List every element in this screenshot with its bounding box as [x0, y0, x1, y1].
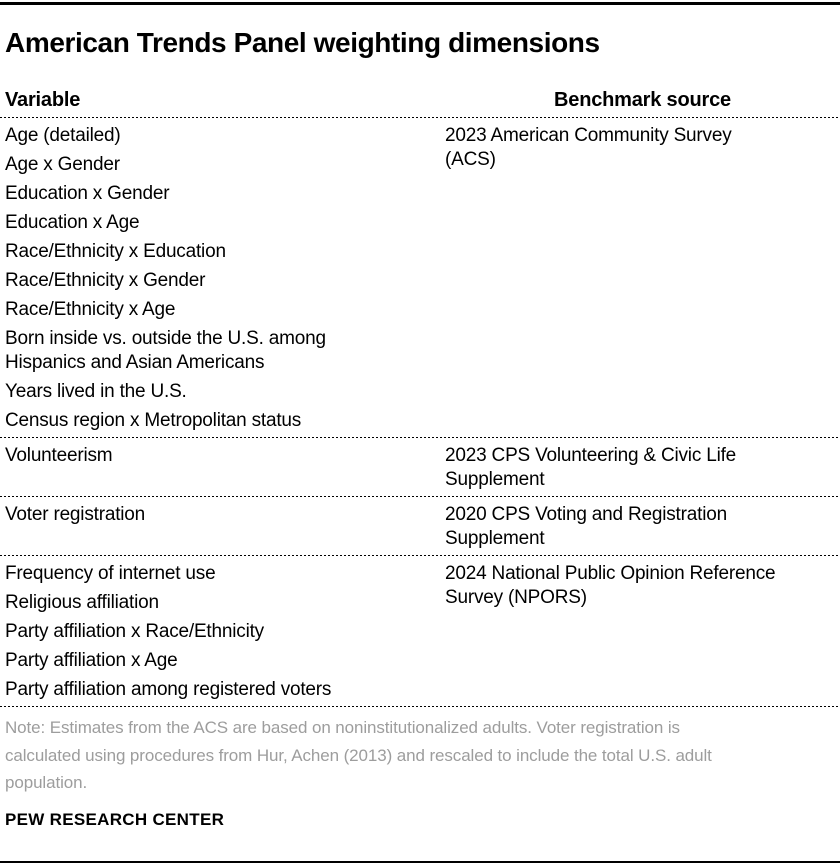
- table-body: Age (detailed) Age x Gender Education x Ge…: [0, 118, 840, 707]
- benchmark-source-cell: 2020 CPS Voting and Registration Supplem…: [445, 504, 727, 549]
- column-header-benchmark-source: Benchmark source: [554, 89, 731, 111]
- variable-row: Party affiliation x Race/Ethnicity: [5, 621, 264, 642]
- variables-cell: Voter registration: [5, 503, 445, 551]
- top-rule: [0, 2, 840, 5]
- variable-row: Census region x Metropolitan status: [5, 410, 302, 431]
- variable-row: Age (detailed): [5, 125, 121, 146]
- variable-row: Years lived in the U.S.: [5, 381, 187, 402]
- page-title: American Trends Panel weighting dimensio…: [5, 27, 600, 58]
- column-header-variable: Variable: [5, 89, 81, 111]
- variable-row: Volunteerism: [5, 445, 113, 466]
- variables-cell: Volunteerism: [5, 444, 445, 492]
- variable-row: Party affiliation x Age: [5, 650, 178, 671]
- bottom-rule: [0, 860, 840, 863]
- variable-row: Race/Ethnicity x Gender: [5, 270, 206, 291]
- variable-row: Born inside vs. outside the U.S. among H…: [5, 328, 326, 373]
- table-section: Volunteerism 2023 CPS Volunteering & Civ…: [0, 438, 840, 496]
- variable-row: Education x Age: [5, 212, 140, 233]
- variables-cell: Frequency of internet use Religious affil…: [5, 562, 445, 702]
- table-section: Age (detailed) Age x Gender Education x Ge…: [0, 118, 840, 437]
- section-divider: [0, 555, 840, 556]
- section-divider: [0, 437, 840, 438]
- variables-cell: Age (detailed) Age x Gender Education x Ge…: [5, 124, 445, 433]
- variable-row: Party affiliation among registered voter…: [5, 679, 332, 700]
- header-divider: [0, 117, 840, 118]
- benchmark-source-cell: 2023 American Community Survey (ACS): [445, 125, 732, 170]
- section-divider: [0, 496, 840, 497]
- footnote: Note: Estimates from the ACS are based o…: [5, 718, 712, 792]
- benchmark-source-cell: 2023 CPS Volunteering & Civic Life Suppl…: [445, 445, 737, 490]
- variable-row: Race/Ethnicity x Education: [5, 241, 226, 262]
- brand-label: PEW RESEARCH CENTER: [5, 809, 225, 829]
- benchmark-source-cell: 2024 National Public Opinion Reference S…: [445, 563, 776, 608]
- variable-row: Race/Ethnicity x Age: [5, 299, 176, 320]
- section-divider: [0, 706, 840, 707]
- table-section: Frequency of internet use Religious affil…: [0, 556, 840, 706]
- variable-row: Voter registration: [5, 504, 146, 525]
- variable-row: Age x Gender: [5, 154, 120, 175]
- table-header-row: Variable Benchmark source: [0, 89, 840, 117]
- variable-row: Religious affiliation: [5, 592, 159, 613]
- variable-row: Frequency of internet use: [5, 563, 216, 584]
- variable-row: Education x Gender: [5, 183, 170, 204]
- table-section: Voter registration 2020 CPS Voting and R…: [0, 497, 840, 555]
